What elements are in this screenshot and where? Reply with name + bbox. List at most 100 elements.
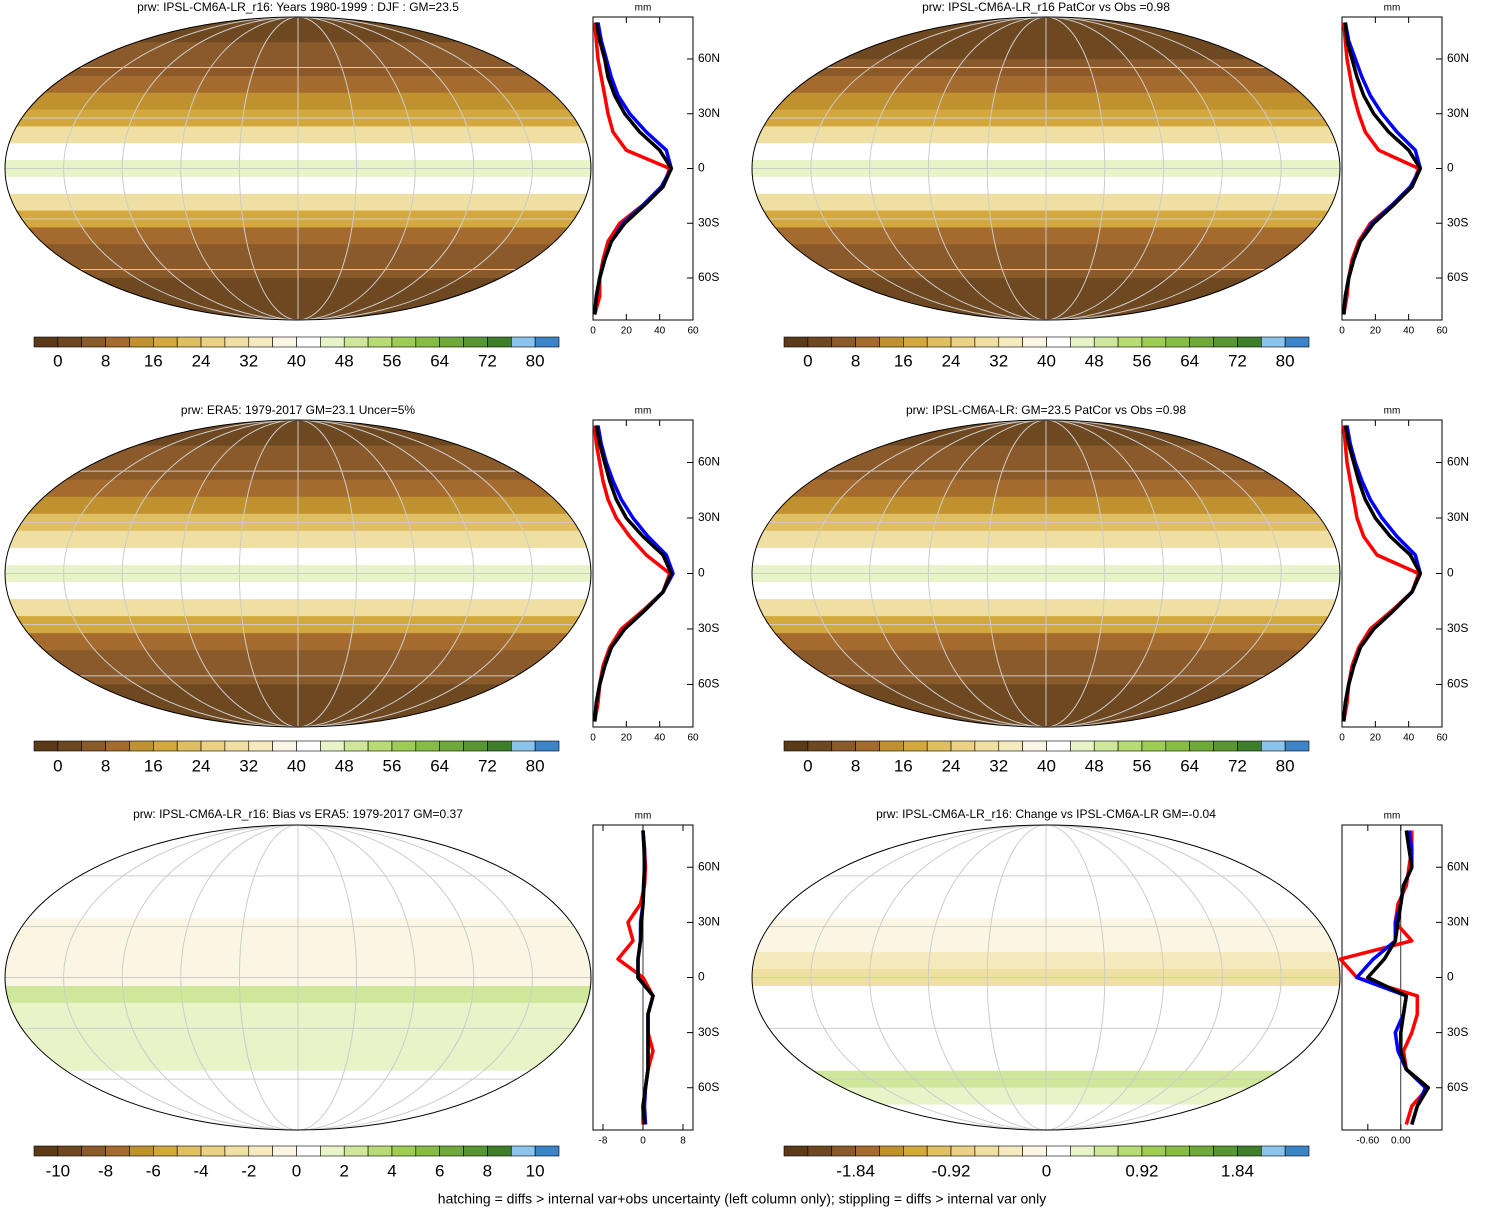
colorbar-label: 80 (526, 756, 545, 775)
colorbar-label: 80 (1276, 351, 1295, 370)
colorbar-box (1046, 336, 1071, 348)
colorbar-label: -6 (146, 1161, 161, 1180)
map-meridian (869, 420, 1223, 727)
colorbar-box (439, 740, 464, 752)
colorbar-box (367, 1145, 393, 1157)
y-tick-label: 0 (698, 161, 705, 175)
y-tick-label: 60S (698, 1080, 719, 1094)
colorbar-box (783, 740, 809, 752)
colorbar-box (200, 1145, 226, 1157)
colorbar-box (200, 740, 226, 752)
x-tick-label: 20 (621, 326, 633, 337)
colorbar-box (57, 740, 83, 752)
colorbar-label: 8 (101, 756, 110, 775)
profile-line (592, 22, 674, 315)
map-meridian (121, 825, 475, 1130)
y-tick-label: 60N (698, 51, 720, 65)
colorbar-box (1260, 1145, 1286, 1157)
colorbar-box (105, 740, 130, 752)
colorbar-box (1237, 740, 1262, 752)
map-meridian (869, 17, 1223, 320)
map-border (4, 419, 592, 728)
colorbar-box (831, 336, 856, 348)
colorbar-box (33, 740, 59, 752)
colorbar-box (1189, 740, 1214, 752)
x-tick-label: 60 (1436, 733, 1448, 744)
map-meridian (869, 825, 1223, 1130)
x-tick-label: 0.00 (1391, 1136, 1411, 1147)
colorbar-label: 0 (53, 756, 62, 775)
y-tick-label: 30N (1447, 915, 1469, 929)
colorbar-box (1284, 740, 1310, 752)
colorbar-label: -4 (193, 1161, 208, 1180)
colorbar-box (1093, 740, 1119, 752)
colorbar-box (1141, 740, 1167, 752)
colorbar-label: 40 (287, 351, 306, 370)
map-border (4, 824, 592, 1131)
colorbar-box (1165, 336, 1190, 348)
colorbar-box (1213, 1145, 1238, 1157)
profile-xlabel: mm (635, 406, 652, 417)
profile-line (1341, 425, 1423, 722)
colorbar-box (343, 336, 369, 348)
colorbar-box (81, 336, 106, 348)
colorbar-box (903, 1145, 928, 1157)
map (752, 825, 1340, 1130)
colorbar-label: 0 (292, 1161, 301, 1180)
colorbar-box (57, 1145, 83, 1157)
y-tick-label: 60S (698, 677, 719, 691)
map-border (4, 16, 592, 321)
x-tick-label: 60 (1436, 326, 1448, 337)
colorbar-box (1141, 336, 1167, 348)
colorbar-label: 72 (1228, 756, 1247, 775)
colorbar-box (903, 336, 928, 348)
x-tick-label: 40 (654, 733, 666, 744)
colorbar-box (463, 740, 488, 752)
colorbar-label: -10 (46, 1161, 71, 1180)
colorbar-label: 80 (526, 351, 545, 370)
colorbar-box (487, 336, 512, 348)
colorbar-box (974, 336, 1000, 348)
colorbar-box (391, 1145, 417, 1157)
map-meridian (986, 825, 1106, 1130)
y-tick-label: 30S (1447, 1025, 1468, 1039)
map-border (751, 419, 1341, 728)
map-meridian (986, 17, 1106, 320)
x-tick-label: 20 (1370, 326, 1382, 337)
colorbar-box (1165, 1145, 1190, 1157)
y-tick-label: 0 (698, 566, 705, 580)
map-meridian (810, 420, 1282, 727)
y-tick-label: 60N (1447, 859, 1469, 873)
colorbar-label: 16 (144, 351, 163, 370)
colorbar-box (153, 740, 178, 752)
x-tick-label: 20 (1370, 733, 1382, 744)
y-tick-label: 60S (1447, 677, 1468, 691)
colorbar-box (129, 740, 154, 752)
map-meridian (238, 17, 358, 320)
colorbar-box (1284, 1145, 1310, 1157)
colorbar-box (926, 1145, 952, 1157)
colorbar-box (81, 740, 106, 752)
colorbar-label: 16 (144, 756, 163, 775)
colorbar-box (487, 1145, 512, 1157)
colorbar-box (807, 336, 833, 348)
y-tick-label: 60S (1447, 1080, 1468, 1094)
map-meridian (810, 825, 1282, 1130)
panel-title: prw: ERA5: 1979-2017 GM=23.1 Uncer=5% (181, 403, 415, 417)
map-meridian (810, 17, 1282, 320)
x-tick-label: 0 (590, 326, 596, 337)
colorbar-label: 16 (894, 756, 913, 775)
x-tick-label: 0 (1339, 326, 1345, 337)
colorbar-box (1046, 740, 1071, 752)
y-tick-label: 0 (1447, 566, 1454, 580)
colorbar-box (487, 740, 512, 752)
colorbar-box (57, 336, 83, 348)
y-tick-label: 60N (698, 859, 720, 873)
colorbar-box (950, 1145, 976, 1157)
map-meridian (63, 825, 533, 1130)
colorbar-label: 24 (192, 756, 211, 775)
map-meridian (238, 825, 358, 1130)
colorbar-box (391, 740, 417, 752)
colorbar-box (831, 1145, 856, 1157)
